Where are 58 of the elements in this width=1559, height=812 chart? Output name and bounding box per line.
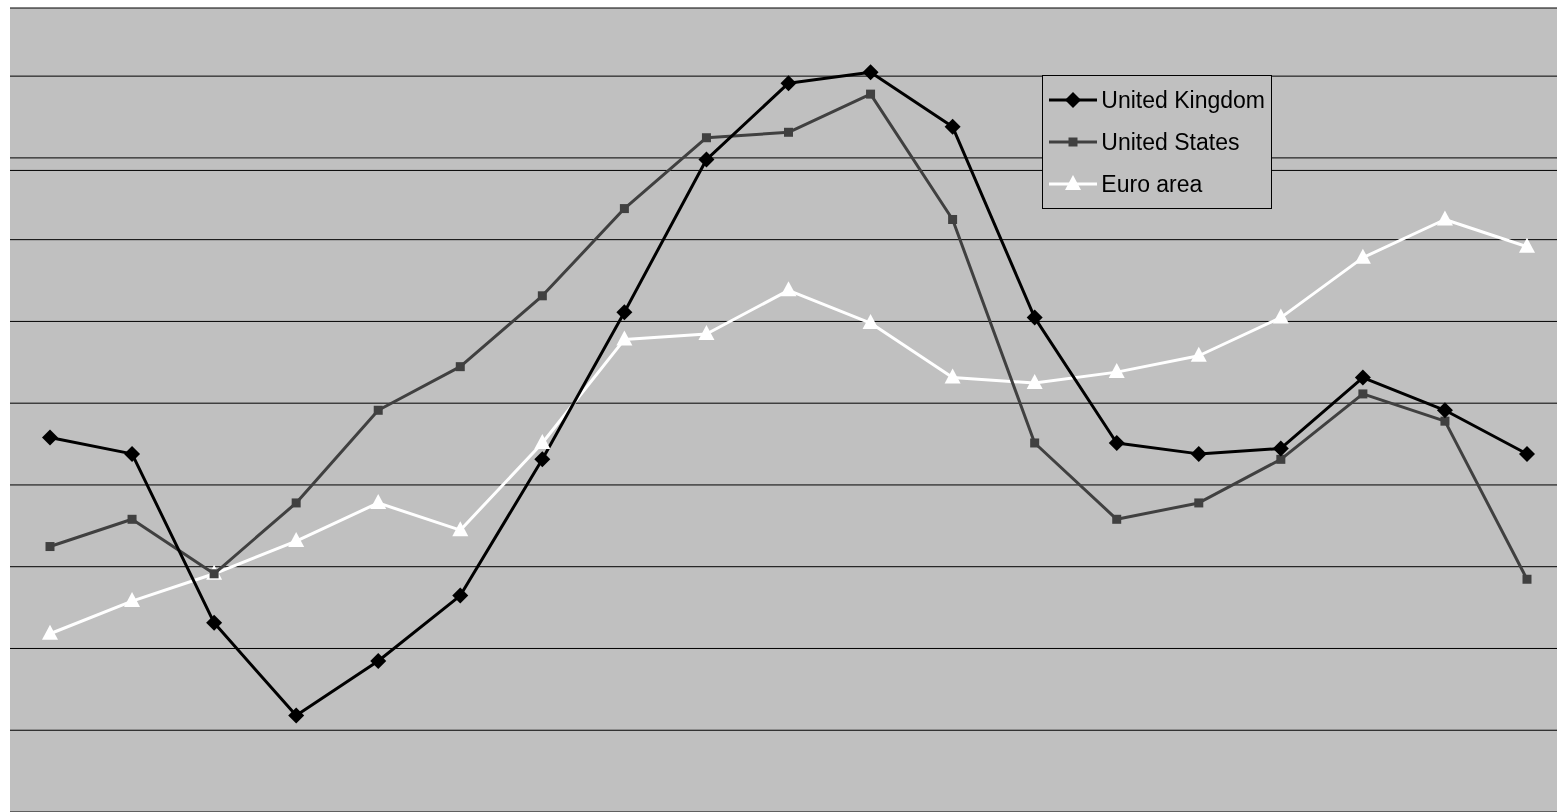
point <box>1030 438 1040 448</box>
point <box>698 151 715 168</box>
point <box>944 118 961 135</box>
point <box>1026 309 1043 326</box>
point <box>370 493 387 509</box>
point <box>534 433 551 449</box>
legend-label: Euro area <box>1101 170 1203 199</box>
point <box>1108 363 1125 379</box>
point <box>1272 440 1289 457</box>
point <box>452 587 469 604</box>
point <box>370 653 387 670</box>
point <box>1276 454 1286 464</box>
point <box>1112 514 1122 524</box>
point <box>537 291 547 301</box>
legend-label: United Kingdom <box>1101 86 1265 115</box>
point <box>373 405 383 415</box>
point <box>866 89 876 99</box>
point <box>1440 416 1450 426</box>
point <box>701 133 711 143</box>
point <box>1519 445 1535 462</box>
point <box>1519 237 1535 253</box>
point <box>288 707 305 724</box>
point <box>206 614 223 631</box>
point <box>619 204 629 214</box>
point <box>534 451 551 468</box>
point <box>288 532 305 548</box>
point <box>1436 402 1453 419</box>
point <box>127 514 137 524</box>
point <box>1522 574 1532 584</box>
point <box>42 624 58 640</box>
point <box>1354 248 1371 264</box>
point <box>1190 445 1207 462</box>
point <box>1354 369 1371 386</box>
point <box>42 429 58 446</box>
point <box>1190 346 1207 362</box>
point <box>452 521 469 537</box>
point <box>948 214 958 224</box>
point <box>862 64 879 81</box>
point <box>1358 389 1368 399</box>
point <box>455 362 465 372</box>
point <box>698 324 715 340</box>
point <box>780 75 797 92</box>
point <box>1026 374 1043 390</box>
point <box>1272 308 1289 324</box>
point <box>784 127 793 137</box>
point <box>1108 434 1125 451</box>
point <box>944 368 961 384</box>
point <box>780 281 797 297</box>
legend-label: United States <box>1101 128 1240 157</box>
point <box>45 542 55 552</box>
point <box>1436 210 1453 226</box>
point <box>616 304 633 321</box>
point <box>291 498 301 508</box>
point <box>124 445 141 462</box>
point <box>1194 498 1204 508</box>
point <box>124 592 141 608</box>
point <box>616 330 633 346</box>
point <box>862 314 879 330</box>
